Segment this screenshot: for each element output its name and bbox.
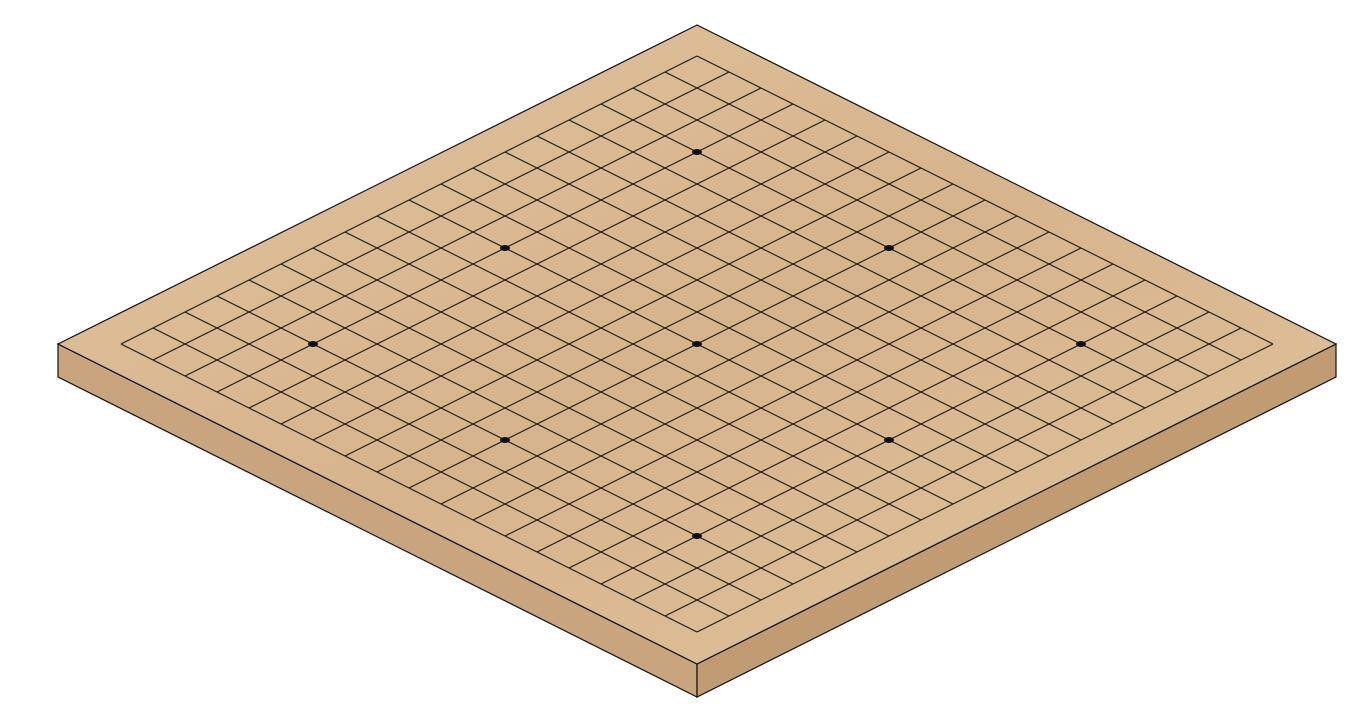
star-point: [884, 437, 894, 443]
star-point: [308, 341, 318, 347]
grid-line: [152, 327, 730, 617]
star-point: [692, 149, 702, 155]
star-point: [884, 245, 894, 251]
star-point: [1076, 341, 1086, 347]
grid-line: [664, 327, 1242, 617]
grid-line: [696, 343, 1274, 633]
star-point: [500, 437, 510, 443]
star-point: [692, 341, 702, 347]
star-point: [692, 533, 702, 539]
star-points: [308, 149, 1086, 539]
star-point: [500, 245, 510, 251]
grid-line: [184, 311, 762, 601]
grid-line: [120, 343, 698, 633]
grid-line: [632, 311, 1210, 601]
